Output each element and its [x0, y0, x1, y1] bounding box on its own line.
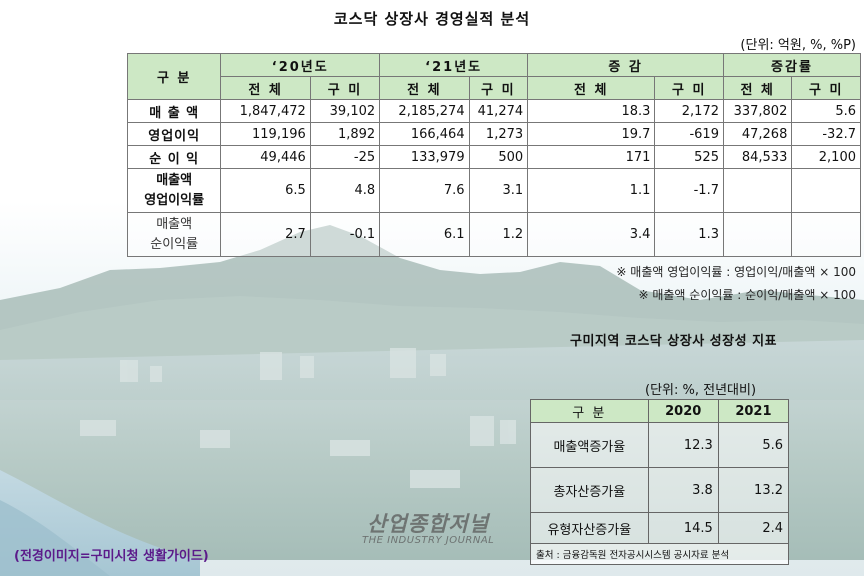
row-label: 매출액 순이익률	[126, 212, 222, 257]
cell: 1.2	[468, 212, 529, 257]
footnote-operating-margin: ※ 매출액 영업이익률 : 영업이익/매출액 × 100	[616, 265, 856, 279]
cell: 2,100	[791, 145, 861, 169]
cell: 1,847,472	[220, 99, 311, 123]
table-row: 총자산증가율 3.8 13.2	[530, 467, 790, 513]
cell: 171	[527, 145, 656, 169]
performance-table: 구 분 ‘20년도 ‘21년도 증 감 증감률 전 체 구 미 전 체 구 미 …	[126, 53, 862, 257]
cell: 5.6	[717, 422, 790, 468]
row-label: 순 이 익	[126, 145, 222, 169]
main-table-unit: (단위: 억원, %, %P)	[740, 38, 856, 53]
cell: 19.7	[527, 122, 656, 146]
cell: 133,979	[379, 145, 470, 169]
row-label-line1: 매출액	[156, 216, 193, 232]
table-row: 매 출 액 1,847,472 39,102 2,185,274 41,274 …	[126, 99, 861, 123]
cell: 6.5	[220, 168, 311, 213]
row-label-line1: 매출액	[156, 172, 193, 188]
row-label: 유형자산증가율	[530, 512, 649, 544]
footnote-net-margin: ※ 매출액 순이익률 : 순이익/매출액 × 100	[638, 288, 856, 302]
main-table-title: 코스닥 상장사 경영실적 분석	[333, 10, 531, 28]
cell: 1,273	[468, 122, 529, 146]
cell: 3.4	[527, 212, 656, 257]
row-label: 매출액 영업이익률	[126, 168, 222, 213]
cell: 47,268	[722, 122, 793, 146]
cell: 84,533	[722, 145, 793, 169]
cell: 7.6	[379, 168, 470, 213]
cell: 2.7	[220, 212, 311, 257]
cell: 6.1	[379, 212, 470, 257]
cell: 500	[468, 145, 529, 169]
table-row: 매출액 순이익률 2.7 -0.1 6.1 1.2 3.4 1.3	[126, 212, 861, 257]
cell: -619	[654, 122, 724, 146]
row-label-line2: 순이익률	[150, 236, 199, 252]
cell	[722, 168, 793, 213]
subheader-gumi: 구 미	[468, 76, 529, 100]
table-row: 매출액증가율 12.3 5.6	[530, 422, 790, 468]
subheader-gumi: 구 미	[654, 76, 724, 100]
header-category: 구 분	[126, 53, 222, 100]
header-change-rate: 증감률	[722, 53, 862, 77]
subheader-gumi: 구 미	[791, 76, 861, 100]
cell	[791, 212, 861, 257]
row-label: 매 출 액	[126, 99, 222, 123]
row-label: 매출액증가율	[530, 422, 649, 468]
growth-header-category: 구 분	[530, 399, 649, 423]
growth-header-2020: 2020	[647, 399, 719, 423]
cell	[791, 168, 861, 213]
cell: -25	[309, 145, 381, 169]
cell: 1.3	[654, 212, 724, 257]
growth-table-title: 구미지역 코스닥 상장사 성장성 지표	[570, 334, 778, 349]
cell: -1.7	[654, 168, 724, 213]
cell	[722, 212, 793, 257]
cell: 49,446	[220, 145, 311, 169]
cell: 166,464	[379, 122, 470, 146]
subheader-total: 전 체	[220, 76, 311, 100]
growth-table: 구 분 2020 2021 매출액증가율 12.3 5.6 총자산증가율 3.8…	[530, 399, 790, 565]
table-row: 순 이 익 49,446 -25 133,979 500 171 525 84,…	[126, 145, 861, 169]
subheader-total: 전 체	[527, 76, 656, 100]
header-change: 증 감	[527, 53, 724, 77]
cell: 3.8	[647, 467, 719, 513]
watermark-logo: 산업종합저널 THE INDUSTRY JOURNAL	[362, 508, 494, 546]
cell: 2,172	[654, 99, 724, 123]
cell: -0.1	[309, 212, 381, 257]
cell: 119,196	[220, 122, 311, 146]
cell: 5.6	[791, 99, 861, 123]
cell: 3.1	[468, 168, 529, 213]
table-row: 영업이익 119,196 1,892 166,464 1,273 19.7 -6…	[126, 122, 861, 146]
cell: 525	[654, 145, 724, 169]
watermark-english: THE INDUSTRY JOURNAL	[362, 535, 495, 546]
table-row: 매출액 영업이익률 6.5 4.8 7.6 3.1 1.1 -1.7	[126, 168, 861, 213]
header-2021: ‘21년도	[379, 53, 529, 77]
growth-table-unit: (단위: %, 전년대비)	[645, 383, 757, 398]
watermark-korean: 산업종합저널	[367, 512, 490, 536]
source-note: 출처 : 금융감독원 전자공시시스템 공시자료 분석	[530, 543, 789, 565]
cell: 41,274	[468, 99, 529, 123]
row-label-line2: 영업이익률	[144, 192, 205, 208]
cell: 18.3	[527, 99, 656, 123]
growth-header-2021: 2021	[717, 399, 790, 423]
cell: 2.4	[717, 512, 790, 544]
row-label: 영업이익	[126, 122, 222, 146]
cell: 12.3	[647, 422, 719, 468]
cell: 14.5	[647, 512, 719, 544]
cell: 2,185,274	[379, 99, 470, 123]
subheader-total: 전 체	[722, 76, 793, 100]
header-2020: ‘20년도	[220, 53, 381, 77]
cell: 39,102	[309, 99, 381, 123]
subheader-total: 전 체	[379, 76, 470, 100]
cell: 337,802	[722, 99, 793, 123]
subheader-gumi: 구 미	[309, 76, 381, 100]
cell: -32.7	[791, 122, 861, 146]
cell: 13.2	[717, 467, 790, 513]
row-label: 총자산증가율	[530, 467, 649, 513]
source-row: 출처 : 금융감독원 전자공시시스템 공시자료 분석	[530, 543, 789, 565]
cell: 1,892	[309, 122, 381, 146]
image-caption: (전경이미지=구미시청 생활가이드)	[14, 549, 209, 564]
cell: 4.8	[309, 168, 381, 213]
table-row: 유형자산증가율 14.5 2.4	[530, 512, 790, 544]
cell: 1.1	[527, 168, 656, 213]
